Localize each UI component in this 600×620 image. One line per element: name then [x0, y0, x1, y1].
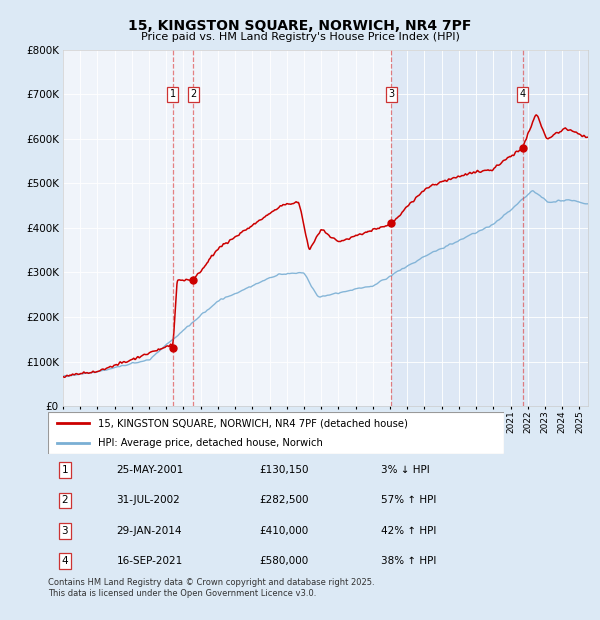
Text: 31-JUL-2002: 31-JUL-2002 [116, 495, 181, 505]
Text: 3% ↓ HPI: 3% ↓ HPI [380, 465, 430, 475]
Text: 4: 4 [62, 556, 68, 566]
Text: 4: 4 [520, 89, 526, 99]
Text: 38% ↑ HPI: 38% ↑ HPI [380, 556, 436, 566]
Text: Price paid vs. HM Land Registry's House Price Index (HPI): Price paid vs. HM Land Registry's House … [140, 32, 460, 42]
FancyBboxPatch shape [48, 412, 504, 454]
Text: £130,150: £130,150 [259, 465, 309, 475]
Text: 57% ↑ HPI: 57% ↑ HPI [380, 495, 436, 505]
Text: 25-MAY-2001: 25-MAY-2001 [116, 465, 184, 475]
Text: 3: 3 [62, 526, 68, 536]
Text: 2: 2 [190, 89, 197, 99]
Text: 29-JAN-2014: 29-JAN-2014 [116, 526, 182, 536]
Text: 3: 3 [388, 89, 394, 99]
Text: 2: 2 [62, 495, 68, 505]
Text: HPI: Average price, detached house, Norwich: HPI: Average price, detached house, Norw… [98, 438, 323, 448]
Text: £410,000: £410,000 [259, 526, 308, 536]
Text: £282,500: £282,500 [259, 495, 309, 505]
Text: 15, KINGSTON SQUARE, NORWICH, NR4 7PF: 15, KINGSTON SQUARE, NORWICH, NR4 7PF [128, 19, 472, 33]
Text: 42% ↑ HPI: 42% ↑ HPI [380, 526, 436, 536]
Text: 1: 1 [62, 465, 68, 475]
Bar [390, 50, 588, 406]
Text: £580,000: £580,000 [259, 556, 308, 566]
Text: 1: 1 [170, 89, 176, 99]
Text: 16-SEP-2021: 16-SEP-2021 [116, 556, 183, 566]
Text: 15, KINGSTON SQUARE, NORWICH, NR4 7PF (detached house): 15, KINGSTON SQUARE, NORWICH, NR4 7PF (d… [98, 418, 408, 428]
Text: Contains HM Land Registry data © Crown copyright and database right 2025.
This d: Contains HM Land Registry data © Crown c… [48, 578, 374, 598]
